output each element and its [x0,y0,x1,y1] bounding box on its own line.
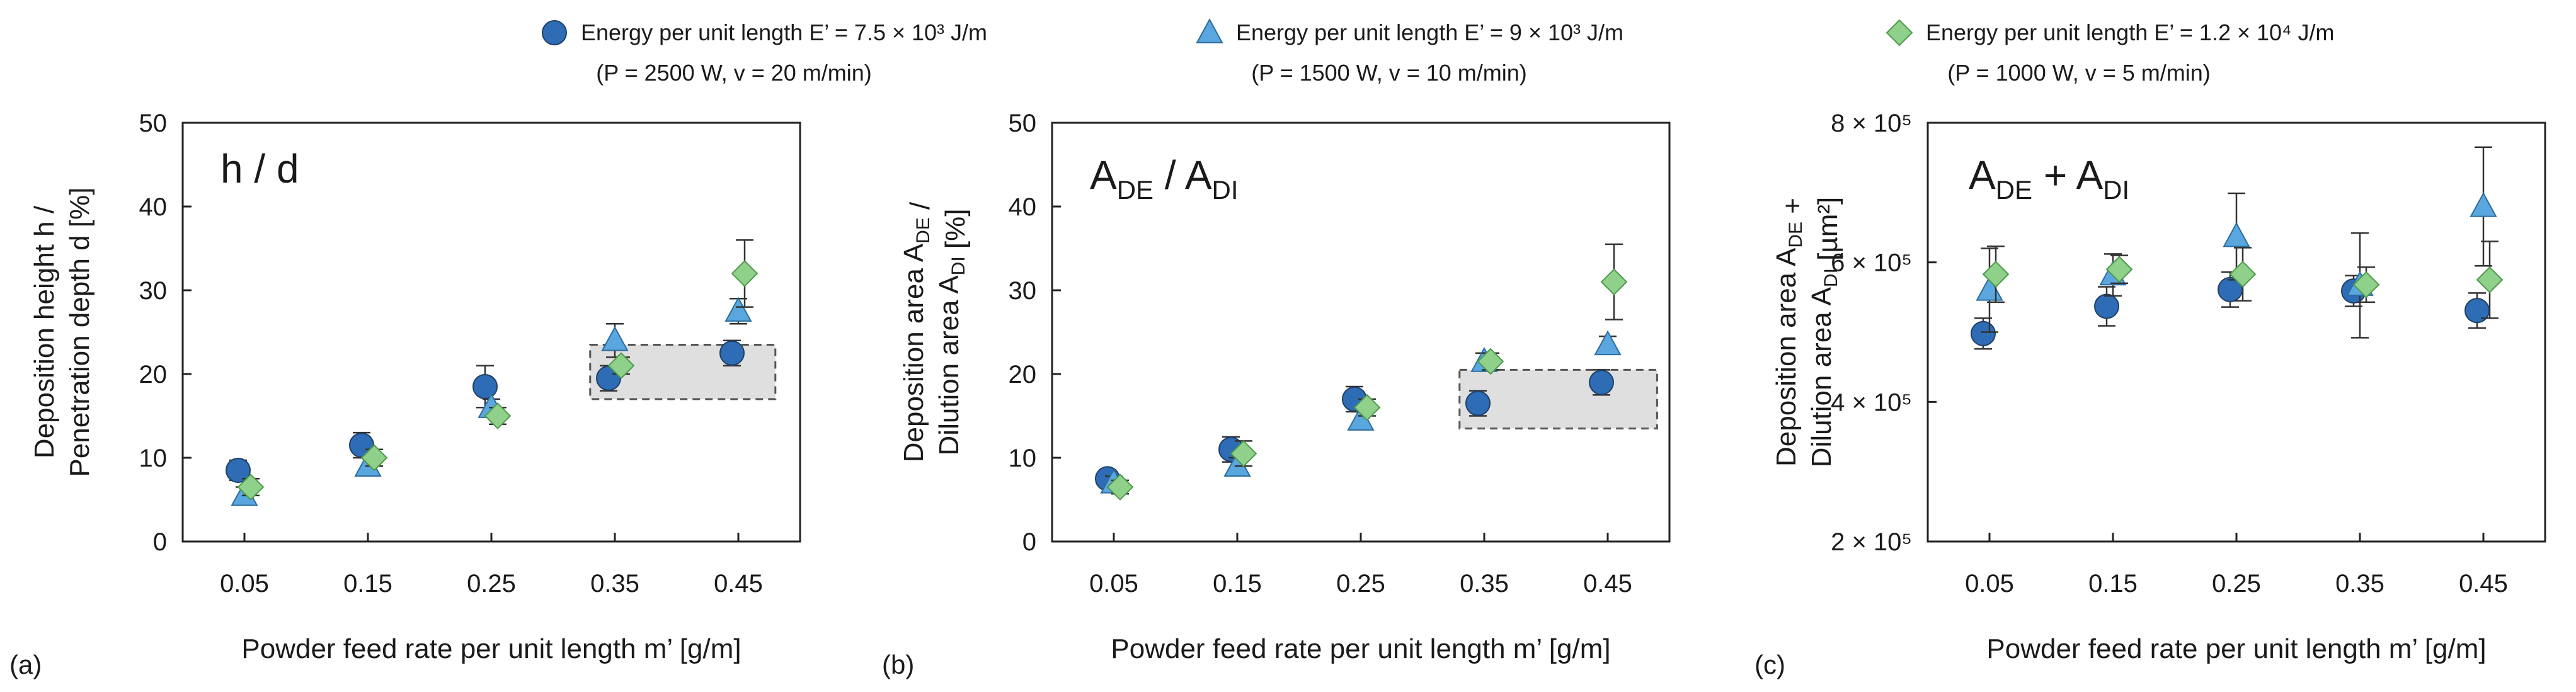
y-axis-label-line: Deposition area ADE + [1771,198,1808,467]
y-tick-label: 10 [139,445,168,472]
x-tick-label: 0.25 [2212,570,2261,598]
y-tick-label: 2 × 10⁵ [1831,528,1912,556]
x-tick-label: 0.15 [343,570,392,598]
legend-params: (P = 1000 W, v = 5 m/min) [1947,60,2211,86]
x-tick-label: 0.25 [467,570,516,598]
data-point [1589,370,1614,395]
y-tick-label: 6 × 10⁵ [1831,249,1912,277]
data-point [2105,256,2133,283]
legend: Energy per unit length E’ = 7.5 × 10³ J/… [542,18,2335,86]
y-tick-label: 10 [1009,445,1037,472]
y-tick-label: 20 [1009,361,1037,389]
y-tick-label: 0 [153,528,167,556]
data-point [472,373,498,399]
y-tick-label: 20 [139,361,168,389]
legend-item: Energy per unit length E’ = 7.5 × 10³ J/… [542,20,987,86]
data-point [2470,192,2497,217]
x-tick-label: 0.35 [2335,570,2384,598]
panel-letter: (c) [1755,650,1785,679]
y-tick-label: 30 [139,277,168,305]
data-point [237,474,265,501]
panel-title: h / d [220,146,299,191]
series-circle [1971,271,2490,350]
x-axis-label: Powder feed rate per unit length m’ [g/m… [1986,633,2486,664]
y-tick-label: 50 [139,110,168,137]
x-tick-label: 0.25 [1336,570,1385,598]
data-point [731,260,758,287]
y-tick-label: 40 [1009,193,1037,221]
y-axis-label-line: Deposition height h / [29,205,60,458]
panel-b: 0 10 20 30 40 50 0.05 0.15 0.25 0.35 0.45 Powder fe… [882,110,1671,679]
series-diamond [237,239,758,501]
series-diamond [1106,243,1628,501]
y-tick-label: 50 [1009,110,1037,137]
data-point [601,326,629,351]
x-tick-label: 0.35 [590,570,639,598]
data-point [1971,320,1996,346]
data-point [1477,348,1504,375]
x-tick-label: 0.05 [1965,570,2014,598]
data-point [2223,222,2250,247]
legend-item: Energy per unit length E’ = 1.2 × 10⁴ J/… [1886,19,2335,86]
panel-letter: (a) [9,650,42,679]
y-tick-label: 40 [139,193,168,221]
data-point [1465,390,1491,416]
data-point [226,457,251,483]
y-axis-label: Deposition area ADE /Dilution area ADI [… [898,201,971,462]
y-axis-label: Deposition height h / Penetration depth d… [29,188,95,477]
data-point [2352,271,2380,298]
legend-item: Energy per unit length E’ = 9 × 10³ J/m (… [1196,18,1623,86]
panel-title: ADE / ADI [1090,152,1239,205]
y-axis-label: Deposition area ADE +Dilution area ADI [… [1771,197,1843,468]
legend-marker-triangle-icon [1196,18,1223,43]
x-axis-label: Powder feed rate per unit length m’ [g/m… [1111,633,1610,664]
x-tick-label: 0.35 [1460,570,1509,598]
y-axis-label-line: Dilution area ADI [%] [934,209,971,456]
data-point [2476,266,2504,293]
data-point [1982,261,2010,288]
panel-title: ADE + ADI [1969,152,2129,205]
x-tick-label: 0.15 [1213,570,1262,598]
panel-a: 0 10 20 30 40 50 0.05 0.15 0.25 0.35 0.45 Powder fe… [9,110,801,679]
data-point [2229,261,2257,288]
x-tick-label: 0.45 [2459,570,2508,598]
panel-letter: (b) [882,650,914,679]
data-point [2094,293,2119,319]
data-point [719,340,745,366]
y-axis-label-line: Deposition area ADE / [898,201,936,462]
data-point [1600,268,1628,296]
data-point [484,402,512,429]
series-diamond [1982,241,2504,319]
legend-marker-circle-icon [542,20,567,45]
panel-c: 2 × 10⁵ 4 × 10⁵ 6 × 10⁵ 8 × 10⁵ 0.05 0.15 0.25… [1755,110,2546,679]
series-triangle [231,297,752,506]
x-axis-label: Powder feed rate per unit length m’ [g/m… [241,633,741,664]
y-tick-label: 4 × 10⁵ [1831,389,1912,416]
y-tick-label: 30 [1009,277,1037,305]
y-axis-label-line: Penetration depth d [%] [64,188,95,477]
legend-params: (P = 2500 W, v = 20 m/min) [596,60,872,86]
data-point [1106,474,1134,501]
y-tick-label: 0 [1022,528,1036,556]
legend-label: Energy per unit length E’ = 9 × 10³ J/m [1236,20,1623,45]
data-point [607,352,635,380]
data-point [1353,394,1381,421]
legend-marker-diamond-icon [1886,19,1913,47]
data-point [1230,440,1257,467]
legend-params: (P = 1500 W, v = 10 m/min) [1251,60,1527,86]
x-tick-label: 0.05 [1089,570,1138,598]
x-tick-label: 0.05 [220,570,269,598]
data-point [724,297,752,322]
legend-label: Energy per unit length E’ = 7.5 × 10³ J/… [581,20,987,45]
x-tick-label: 0.45 [714,570,763,598]
highlight-box [1458,368,1658,429]
legend-label: Energy per unit length E’ = 1.2 × 10⁴ J/… [1926,20,2335,45]
data-point [1594,330,1622,356]
data-point [360,444,388,472]
y-axis-label-line: Dilution area ADI [µm²] [1806,197,1843,468]
x-tick-label: 0.15 [2088,570,2138,598]
x-tick-label: 0.45 [1583,570,1632,598]
y-tick-label: 8 × 10⁵ [1831,110,1912,137]
